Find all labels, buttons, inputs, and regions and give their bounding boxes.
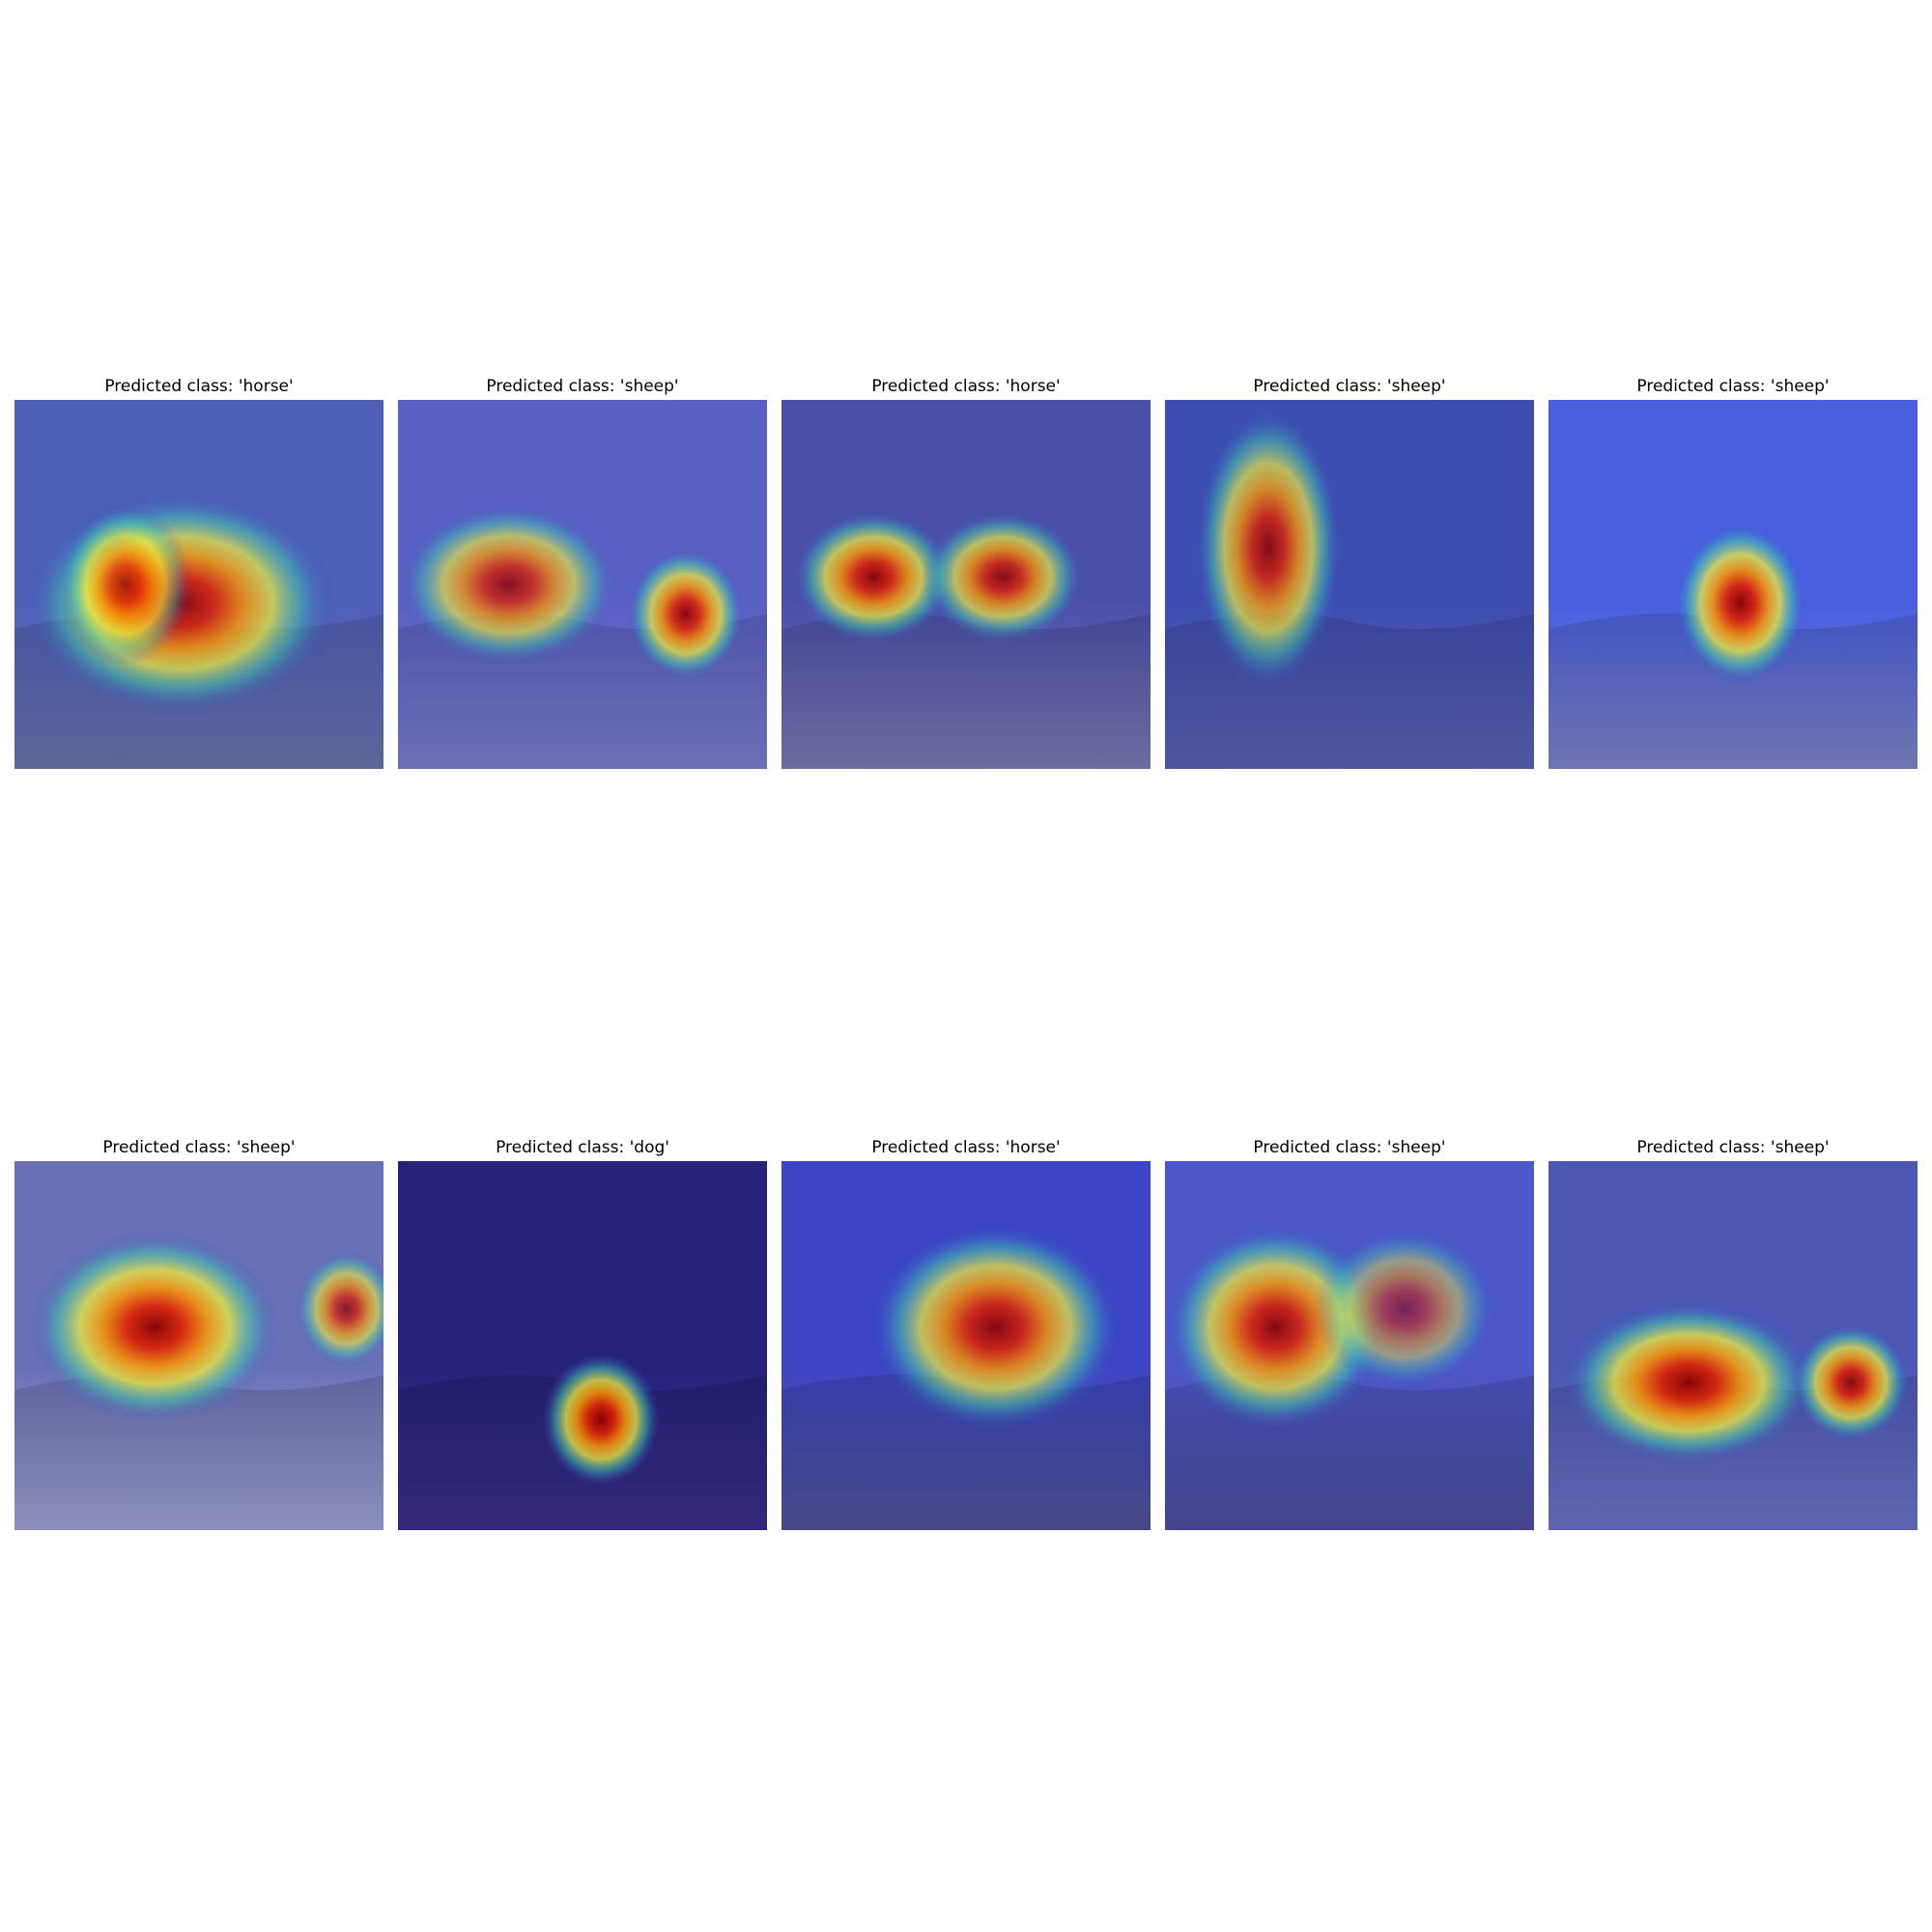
- activation-blob: [1673, 522, 1807, 685]
- activation-blob: [869, 1223, 1122, 1431]
- heatmap-svg: [781, 1161, 1151, 1530]
- heatmap-image: [398, 400, 767, 769]
- ground-silhouette: [1548, 613, 1918, 769]
- panel-title: Predicted class: 'dog': [496, 1138, 669, 1157]
- heatmap-svg: [781, 400, 1151, 769]
- panel-title: Predicted class: 'horse': [871, 1138, 1061, 1157]
- panel-title: Predicted class: 'horse': [104, 377, 294, 396]
- heatmap-svg: [14, 1161, 384, 1530]
- activation-blob: [1194, 407, 1343, 688]
- heatmap-image: [1548, 1161, 1918, 1530]
- heatmap-image: [781, 1161, 1151, 1530]
- heatmap-image: [1165, 400, 1534, 769]
- panel-title: Predicted class: 'sheep': [1636, 377, 1830, 396]
- panel-title: Predicted class: 'sheep': [1253, 1138, 1446, 1157]
- activation-blob: [541, 1352, 661, 1487]
- panel-title: Predicted class: 'sheep': [102, 1138, 296, 1157]
- activation-blob: [1563, 1301, 1815, 1464]
- activation-blob: [58, 502, 192, 667]
- activation-blob: [1312, 1227, 1497, 1390]
- activation-blob: [792, 510, 955, 644]
- activation-blob: [295, 1249, 384, 1368]
- panel-title: Predicted class: 'sheep': [486, 377, 679, 396]
- heatmap-svg: [1165, 1161, 1534, 1530]
- panel-title: Predicted class: 'sheep': [1253, 377, 1446, 396]
- heatmap-image: [1548, 400, 1918, 769]
- panel-title: Predicted class: 'sheep': [1636, 1138, 1830, 1157]
- heatmap-image: [1165, 1161, 1534, 1530]
- heatmap-svg: [1165, 400, 1534, 769]
- activation-blob: [398, 502, 620, 667]
- heatmap-image: [398, 1161, 767, 1530]
- heatmap-svg: [1548, 400, 1918, 769]
- heatmap-image: [781, 400, 1151, 769]
- activation-blob: [626, 547, 746, 681]
- activation-blob: [29, 1231, 281, 1424]
- heatmap-svg: [398, 400, 767, 769]
- heatmap-image: [14, 1161, 384, 1530]
- ground-silhouette: [781, 613, 1151, 769]
- heatmap-svg: [14, 400, 384, 769]
- panel-title: Predicted class: 'horse': [871, 377, 1061, 396]
- activation-blob: [922, 510, 1085, 644]
- heatmap-svg: [1548, 1161, 1918, 1530]
- heatmap-svg: [398, 1161, 767, 1530]
- activation-blob: [1792, 1323, 1911, 1442]
- heatmap-image: [14, 400, 384, 769]
